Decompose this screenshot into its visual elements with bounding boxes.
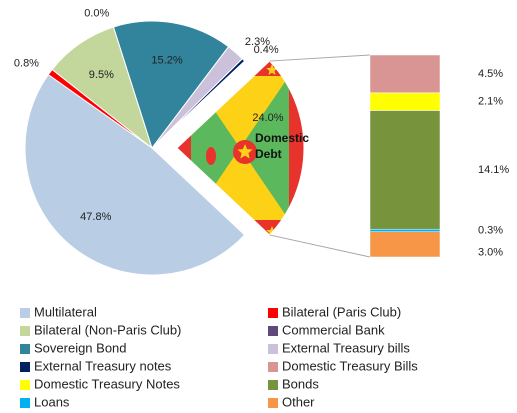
pie-slice (24, 73, 246, 276)
legend-swatch (20, 380, 30, 390)
legend-swatch (268, 308, 278, 318)
slice-label: 24.0% (252, 112, 283, 124)
pie-slice (176, 60, 305, 236)
legend-label: Bonds (282, 376, 319, 391)
legend-label: Bilateral (Paris Club) (282, 304, 401, 319)
legend-label: Multilateral (34, 304, 97, 319)
bar-label: 14.1% (478, 164, 509, 176)
slice-label: 0.8% (14, 58, 39, 70)
connector (269, 54, 371, 62)
slice-label: 47.8% (80, 211, 111, 223)
slice-label: 0.0% (84, 8, 109, 20)
legend-label: Bilateral (Non-Paris Club) (34, 322, 181, 337)
legend-label: Other (282, 394, 315, 409)
detail-name: Domestic Debt (255, 131, 310, 161)
bar-segment (369, 231, 441, 258)
legend-label: Loans (34, 394, 70, 409)
bar-segment (369, 110, 441, 230)
bar-label: 0.3% (478, 224, 503, 236)
bar-segment (369, 228, 441, 233)
bar-segment (369, 54, 441, 94)
legend-swatch (268, 344, 278, 354)
flag-nutmeg (206, 147, 216, 165)
slice-label: 9.5% (89, 69, 114, 81)
pie-slice (151, 58, 246, 149)
legend-label: External Treasury bills (282, 340, 410, 355)
legend-label: External Treasury notes (34, 358, 172, 373)
pie-slice (51, 26, 153, 150)
bar-label: 3.0% (478, 246, 503, 258)
bar-segment (369, 92, 441, 111)
flag-green (240, 76, 289, 220)
bar-label: 2.1% (478, 96, 503, 108)
pie-slice (112, 20, 230, 150)
legend-swatch (20, 398, 30, 408)
slice-label: 2.3% (245, 36, 270, 48)
flag-star (266, 64, 278, 75)
legend-swatch (20, 344, 30, 354)
legend-swatch (268, 362, 278, 372)
connector (269, 234, 371, 258)
legend-swatch (20, 326, 30, 336)
legend-swatch (268, 398, 278, 408)
legend-label: Sovereign Bond (34, 340, 127, 355)
bar-label: 4.5% (478, 68, 503, 80)
legend-swatch (268, 326, 278, 336)
detail-name-box: Domestic Debt (255, 131, 310, 161)
legend-swatch (20, 308, 30, 318)
legend-swatch (20, 362, 30, 372)
legend-label: Commercial Bank (282, 322, 385, 337)
legend-label: Domestic Treasury Bills (282, 358, 418, 373)
legend-label: Domestic Treasury Notes (34, 376, 180, 391)
slice-label: 0.4% (254, 44, 279, 56)
slice-label: 15.2% (151, 54, 182, 66)
flag-star (237, 144, 253, 159)
legend-swatch (268, 380, 278, 390)
